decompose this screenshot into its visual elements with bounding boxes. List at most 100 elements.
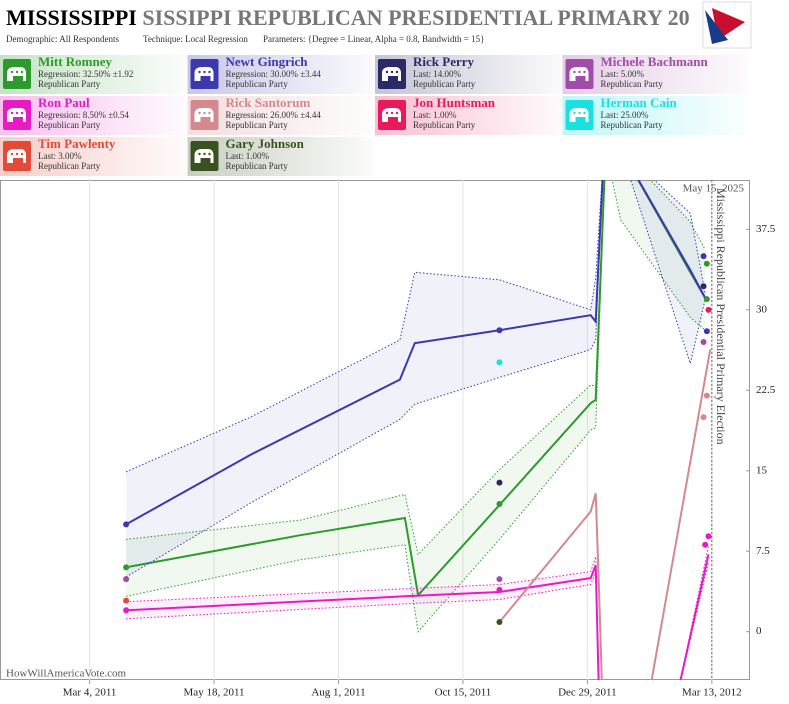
legend-party: Republican Party: [413, 120, 476, 130]
legend-party: Republican Party: [226, 120, 289, 130]
legend-name: Jon Huntsman: [413, 95, 496, 110]
legend-party: Republican Party: [38, 79, 101, 89]
star: [390, 111, 394, 115]
elephant: [194, 67, 214, 81]
poll-point: [123, 564, 130, 571]
elephant: [382, 108, 401, 122]
star: [208, 152, 211, 156]
legend-detail: Last: 5.00%: [601, 69, 645, 79]
star: [578, 111, 581, 115]
legend-name: Tim Pawlenty: [38, 136, 116, 151]
poll-point: [700, 253, 707, 260]
x-tick-label: May 18, 2011: [184, 687, 245, 699]
band-upper: [125, 180, 706, 473]
star: [583, 111, 586, 115]
star: [20, 70, 24, 74]
election-label: Mississippi Republican Presidential Prim…: [714, 188, 728, 445]
poll-point: [702, 541, 709, 548]
parameter: Parameters: {Degree = Linear, Alpha = 0.…: [263, 34, 484, 44]
legend-name: Mitt Romney: [38, 54, 113, 69]
star: [203, 152, 206, 156]
poll-point: [700, 339, 707, 346]
legend-detail: Last: 25.00%: [601, 110, 649, 120]
x-tick-label: Aug 1, 2011: [311, 687, 365, 699]
legend-detail: Last: 3.00%: [38, 151, 82, 161]
poll-point: [496, 327, 503, 334]
poll-point: [700, 414, 707, 421]
legend-party: Republican Party: [38, 120, 101, 130]
plot-area: [0, 180, 750, 680]
star: [10, 152, 14, 156]
poll-point: [496, 359, 503, 366]
legend-detail: Regression: 32.50% ±1.92: [38, 69, 133, 79]
poll-point: [123, 521, 130, 528]
legend-name: Rick Santorum: [226, 95, 311, 110]
poll-point: [123, 607, 130, 614]
legend-detail: Regression: 30.00% ±3.44: [226, 69, 322, 79]
star: [395, 111, 399, 115]
legend-party: Republican Party: [601, 79, 664, 89]
poll-point: [703, 392, 710, 399]
title-rest: SISSIPPI REPUBLICAN PRESIDENTIAL PRIMARY…: [142, 5, 689, 30]
star: [385, 111, 389, 115]
star: [10, 111, 14, 115]
elephant: [569, 67, 589, 81]
star: [395, 70, 399, 74]
star: [208, 70, 211, 74]
parameter: Demographic: All Respondents: [6, 34, 119, 44]
x-tick-label: Dec 29, 2011: [558, 687, 617, 699]
poll-point: [496, 619, 503, 626]
star: [10, 70, 14, 74]
elephant: [194, 108, 214, 122]
band-upper: [126, 545, 709, 680]
poll-point: [703, 296, 710, 303]
star: [15, 70, 19, 74]
title-main: MISSISSIPPI: [6, 5, 137, 30]
poll-point: [496, 501, 503, 508]
poll-point: [703, 260, 710, 267]
star: [208, 111, 211, 115]
y-tick-label: 7.5: [756, 545, 770, 557]
legend-name: Gary Johnson: [226, 136, 305, 151]
legend-detail: Regression: 8.50% ±0.54: [38, 110, 129, 120]
poll-point: [123, 576, 130, 583]
star: [578, 70, 581, 74]
trend-line: [126, 554, 710, 680]
poll-point: [705, 533, 712, 540]
trend-line: [125, 180, 707, 526]
chart-title: MISSISSIPPI SISSIPPI REPUBLICAN PRESIDEN…: [6, 5, 690, 30]
legend-detail: Last: 1.00%: [226, 151, 270, 161]
star: [20, 152, 24, 156]
star: [385, 70, 389, 74]
elephant: [7, 67, 26, 81]
y-tick-label: 15: [756, 464, 768, 476]
poll-point: [703, 328, 710, 335]
source: HowWillAmericaVote.com: [6, 668, 126, 680]
trend-line: [498, 349, 712, 680]
y-tick-label: 22.5: [756, 384, 776, 396]
elephant: [7, 149, 26, 163]
star: [198, 111, 201, 115]
poll-point: [700, 283, 707, 290]
band-lower: [125, 180, 706, 633]
star: [15, 152, 19, 156]
logo: [702, 1, 752, 49]
legend-name: Newt Gingrich: [226, 54, 309, 69]
elephant: [382, 67, 401, 81]
star: [390, 70, 394, 74]
poll-point: [705, 306, 712, 313]
star: [198, 70, 201, 74]
series-layer: [123, 180, 712, 680]
poll-point: [496, 479, 503, 486]
confidence-band: [126, 180, 706, 577]
plot: [89, 180, 713, 680]
elephant: [194, 149, 214, 163]
